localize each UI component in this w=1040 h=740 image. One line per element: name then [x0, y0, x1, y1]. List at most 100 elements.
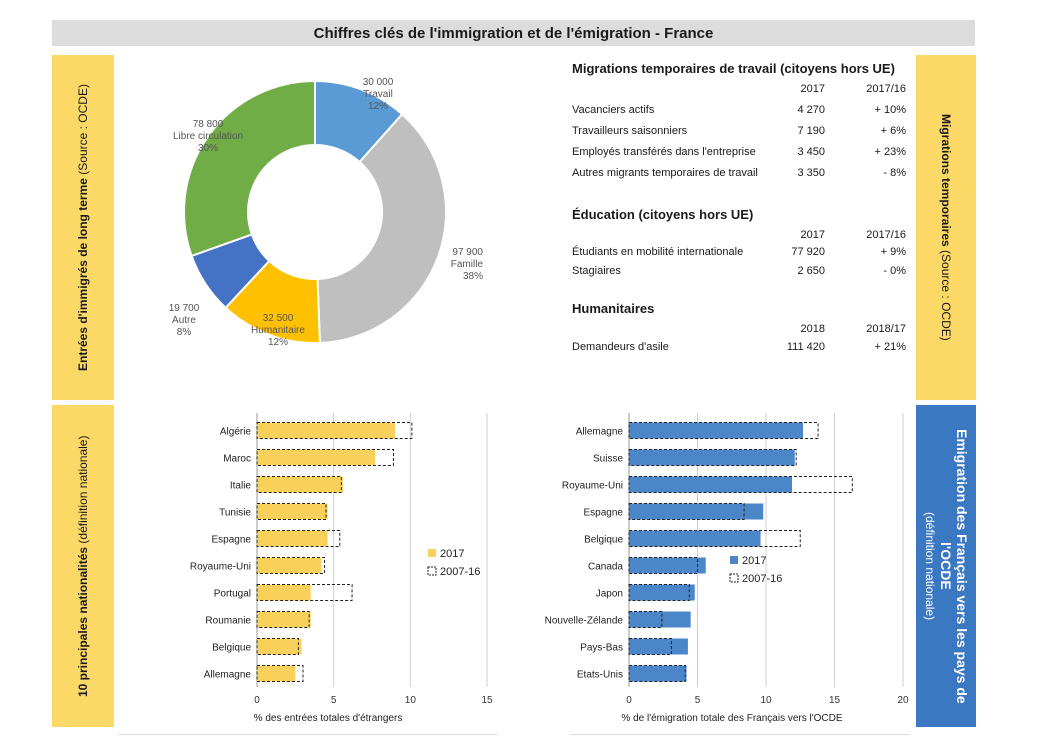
x-tick-label: 15: [481, 695, 493, 706]
table-header-row: 2018 2018/17: [570, 323, 908, 339]
section-label-source: (définition nationale): [76, 435, 90, 544]
row-label: Demandeurs d'asile: [572, 341, 669, 353]
legend-label: 2017: [742, 555, 766, 567]
legend-swatch-2017: [730, 556, 738, 564]
row-value: 111 420: [786, 341, 825, 353]
section-label-source: (Source : OCDE): [76, 84, 90, 175]
row-change: + 6%: [880, 125, 906, 137]
row-value: 77 920: [791, 246, 825, 258]
slice-label: 97 900: [452, 247, 483, 258]
table-row: Vacanciers actifs 4 270 + 10%: [570, 104, 908, 120]
category-label: Nouvelle-Zélande: [545, 616, 624, 627]
legend-swatch-2017: [428, 549, 436, 557]
bar-outline-2007-16: [628, 584, 690, 601]
bar-outline-2007-16: [628, 503, 745, 520]
table-row: Travailleurs saisonniers 7 190 + 6%: [570, 125, 908, 141]
table-title-work: Migrations temporaires de travail (citoy…: [572, 61, 895, 76]
bar-outline-2007-16: [256, 449, 394, 466]
bar-2017: [629, 665, 687, 682]
row-value: 3 450: [797, 146, 825, 158]
bar-outline-2007-16: [628, 557, 698, 574]
category-label: Pays-Bas: [580, 643, 623, 654]
bar-outline-2007-16: [256, 422, 413, 439]
row-change: + 23%: [874, 146, 907, 158]
column-header: 2017/16: [866, 83, 906, 95]
section-label-source: (définition nationale): [923, 511, 937, 621]
table-header-row: 2017 2017/16: [570, 229, 908, 245]
bar-outline-2007-16: [256, 665, 304, 682]
bar-2017: [257, 638, 302, 655]
table-row: Employés transférés dans l'entreprise 3 …: [570, 146, 908, 162]
bar-outline-2007-16: [256, 584, 353, 601]
x-tick-label: 0: [626, 695, 632, 706]
row-label: Stagiaires: [572, 265, 621, 277]
row-change: - 8%: [883, 167, 906, 179]
legend-swatch-2007-16: [729, 573, 739, 583]
table-row: Stagiaires 2 650 - 0%: [570, 265, 908, 281]
row-value: 7 190: [797, 125, 825, 137]
category-label: Canada: [588, 562, 623, 573]
legend-label: 2007-16: [742, 573, 782, 585]
section-label-bold: Emigration des Français vers les pays de…: [938, 428, 970, 704]
nationalities-bar-chart: 0 5 10 15 Algérie Maroc Italie Tunisie Espagne Ro…: [190, 413, 493, 724]
row-value: 3 350: [797, 167, 825, 179]
donut-slice-libre-circulation: [183, 79, 316, 258]
bar-2017: [629, 557, 706, 574]
row-change: + 9%: [880, 246, 906, 258]
bar-2017: [629, 638, 688, 655]
slice-label: 30%: [198, 143, 218, 154]
x-tick-label: 0: [254, 695, 260, 706]
emigration-bar-chart: 0 5 10 15 20 Allemagne Suisse Royaume-Uni Espagn…: [545, 413, 909, 724]
column-header: 2017: [800, 229, 825, 241]
category-label: Italie: [230, 481, 252, 492]
category-label: Allemagne: [576, 427, 624, 438]
bar-2017: [629, 584, 695, 601]
x-tick-label: 20: [897, 695, 909, 706]
bar-2017: [629, 611, 691, 628]
bar-outline-2007-16: [628, 476, 853, 493]
bar-outline-2007-16: [256, 611, 310, 628]
row-change: + 21%: [874, 341, 907, 353]
x-tick-label: 10: [760, 695, 772, 706]
bar-outline-2007-16: [628, 530, 801, 547]
section-label-source: (Source : OCDE): [939, 250, 953, 341]
column-header: 2017: [800, 83, 825, 95]
slice-label: 12%: [268, 337, 288, 348]
bar-2017: [257, 665, 296, 682]
section-label-bold: Migrations temporaires: [939, 114, 953, 247]
x-axis-title: % de l'émigration totale des Français ve…: [621, 713, 842, 724]
section-label-long-term-entries: Entrées d'immigrés de long terme (Source…: [52, 55, 114, 400]
bar-2017: [629, 530, 761, 547]
bar-2017: [257, 422, 395, 439]
row-label: Autres migrants temporaires de travail: [572, 167, 758, 179]
slice-label: 30 000: [363, 77, 394, 88]
bar-outline-2007-16: [256, 638, 299, 655]
category-label: Royaume-Uni: [190, 562, 251, 573]
bar-outline-2007-16: [256, 530, 341, 547]
column-header: 2017/16: [866, 229, 906, 241]
temporary-migration-tables: Migrations temporaires de travail (citoy…: [570, 55, 910, 400]
bar-outline-2007-16: [628, 665, 686, 682]
category-label: Tunisie: [219, 508, 251, 519]
x-tick-label: 5: [695, 695, 701, 706]
row-change: + 10%: [874, 104, 907, 116]
section-label-top-nationalities: 10 principales nationalités (définition …: [52, 405, 114, 727]
slice-label: 19 700: [169, 303, 200, 314]
slice-label: 78 800: [193, 119, 224, 130]
row-label: Vacanciers actifs: [572, 104, 655, 116]
table-header-row: 2017 2017/16: [570, 83, 908, 99]
donut-slice-famille: [316, 112, 447, 344]
category-label: Roumanie: [205, 616, 251, 627]
slice-label: Libre circulation: [173, 131, 243, 142]
bar-2017: [257, 530, 328, 547]
slice-label: Travail: [363, 89, 393, 100]
category-label: Japon: [596, 589, 623, 600]
bar-2017: [257, 449, 376, 466]
legend-swatch-2007-16: [427, 566, 437, 576]
bar-outline-2007-16: [256, 476, 342, 493]
slice-label: Autre: [172, 315, 196, 326]
bar-outline-2007-16: [256, 503, 327, 520]
category-label: Royaume-Uni: [562, 481, 623, 492]
category-label: Belgique: [212, 643, 251, 654]
